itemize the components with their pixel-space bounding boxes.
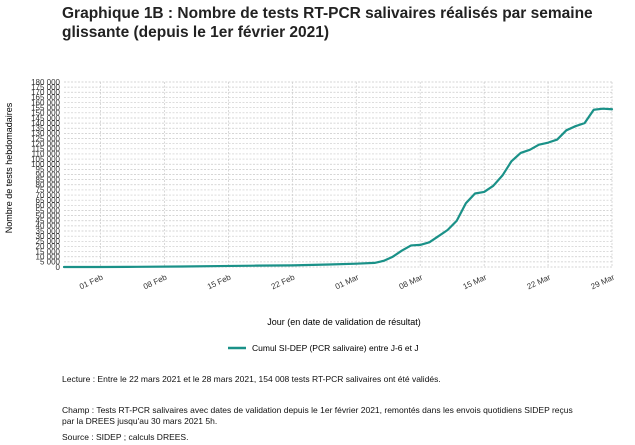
y-tick-label: 165 000 — [31, 93, 60, 102]
y-tick-label: 155 000 — [31, 103, 60, 112]
y-tick-label: 140 000 — [31, 119, 60, 128]
y-tick-label: 95 000 — [36, 165, 61, 174]
legend: Cumul SI-DEP (PCR salivaire) entre J-6 e… — [228, 343, 419, 353]
x-tick-label: 08 Feb — [142, 272, 169, 291]
y-tick-label: 30 000 — [36, 232, 61, 241]
chart-title: Graphique 1B : Nombre de tests RT-PCR sa… — [62, 5, 593, 41]
y-tick-label: 135 000 — [31, 124, 60, 133]
y-tick-label: 35 000 — [36, 227, 61, 236]
legend-label: Cumul SI-DEP (PCR salivaire) entre J-6 e… — [252, 343, 419, 353]
y-tick-label: 45 000 — [36, 217, 61, 226]
y-tick-label: 130 000 — [31, 129, 60, 138]
x-tick-label: 08 Mar — [398, 273, 425, 292]
y-tick-label: 20 000 — [36, 242, 61, 251]
y-tick-label: 125 000 — [31, 134, 60, 143]
y-tick-label: 175 000 — [31, 83, 60, 92]
y-tick-label: 50 000 — [36, 211, 61, 220]
y-tick-label: 100 000 — [31, 160, 60, 169]
y-tick-label: 55 000 — [36, 206, 61, 215]
y-tick-label: 65 000 — [36, 196, 61, 205]
y-tick-label: 0 — [56, 263, 61, 272]
y-tick-label: 110 000 — [32, 150, 61, 159]
y-tick-label: 85 000 — [36, 175, 61, 184]
y-tick-label: 15 000 — [36, 247, 61, 256]
y-tick-label: 170 000 — [31, 88, 60, 97]
y-tick-label: 145 000 — [31, 114, 60, 123]
x-axis-title: Jour (en date de validation de résultat) — [267, 317, 421, 327]
y-tick-label: 25 000 — [36, 237, 61, 246]
x-tick-label: 22 Mar — [526, 273, 553, 292]
y-tick-label: 105 000 — [31, 155, 60, 164]
y-tick-label: 80 000 — [36, 181, 61, 190]
y-tick-label: 120 000 — [31, 139, 60, 148]
grid — [64, 81, 613, 268]
note-champ: Champ : Tests RT-PCR salivaires avec dat… — [62, 405, 573, 426]
y-tick-label: 160 000 — [31, 98, 60, 107]
y-tick-label: 5 000 — [40, 258, 61, 267]
series-line — [62, 107, 614, 269]
y-tick-label: 10 000 — [36, 253, 61, 262]
x-tick-label: 01 Feb — [78, 272, 105, 291]
x-tick-label: 15 Mar — [462, 273, 489, 292]
y-tick-label: 180 000 — [31, 78, 60, 87]
series-layer — [62, 107, 614, 269]
y-tick-label: 40 000 — [36, 222, 61, 231]
y-tick-label: 90 000 — [36, 170, 61, 179]
x-axis: 01 Feb 08 Feb 15 Feb 22 Feb 01 Mar 08 Mar 15 M… — [78, 272, 616, 291]
x-tick-label: 29 Mar — [589, 273, 616, 292]
y-axis-title: Nombre de tests hebdomadaires — [4, 102, 14, 233]
y-tick-label: 115 000 — [32, 145, 61, 154]
note-source: Source : SIDEP ; calculs DREES. — [62, 432, 189, 442]
y-tick-label: 150 000 — [31, 109, 60, 118]
y-tick-label: 75 000 — [36, 186, 61, 195]
x-tick-label: 22 Feb — [270, 272, 297, 291]
note-lecture: Lecture : Entre le 22 mars 2021 et le 28… — [62, 374, 441, 384]
y-tick-label: 70 000 — [36, 191, 61, 200]
x-tick-label: 01 Mar — [334, 273, 361, 292]
x-tick-label: 15 Feb — [206, 272, 233, 291]
y-tick-label: 60 000 — [36, 201, 61, 210]
